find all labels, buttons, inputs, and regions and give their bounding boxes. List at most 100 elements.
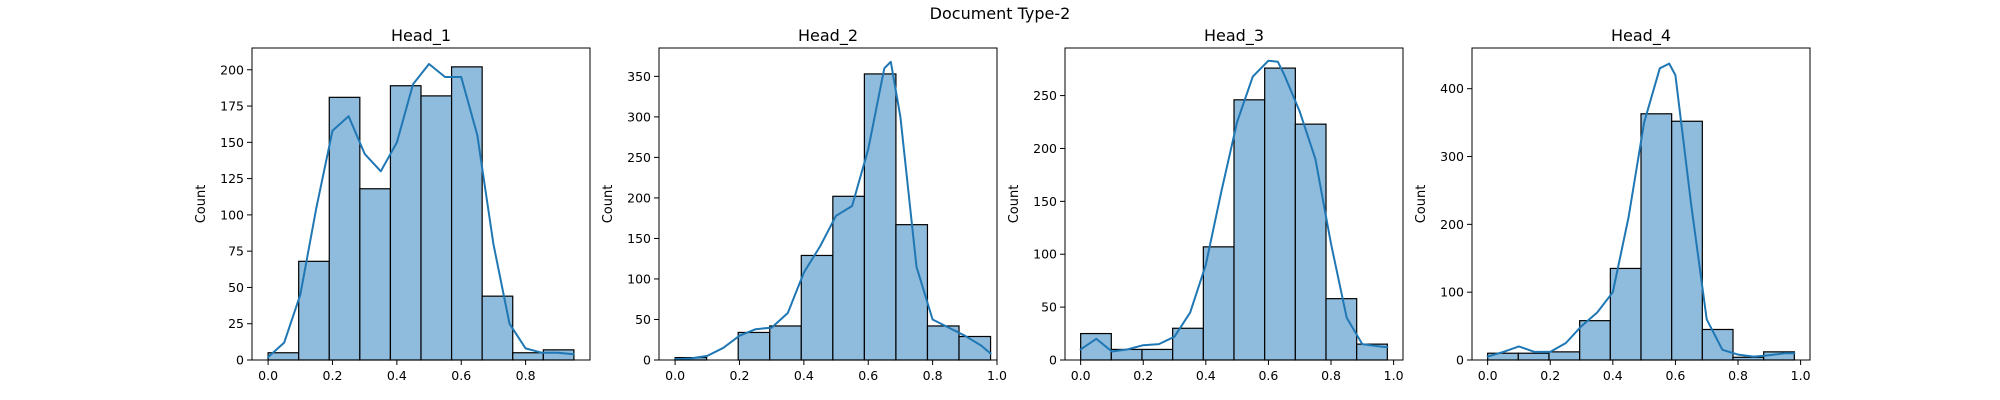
subplot-title: Head_4 <box>1611 26 1671 46</box>
histogram-bar <box>512 352 544 361</box>
y-tick-label: 300 <box>627 109 651 124</box>
y-axis: 0 50 100 150 200 250 <box>1033 88 1065 368</box>
x-tick-label: 0.2 <box>730 368 750 383</box>
y-tick-label: 0 <box>643 353 651 368</box>
histogram-bar <box>542 349 575 361</box>
histogram-bar <box>328 96 361 361</box>
histogram-bars <box>267 66 575 361</box>
histogram-bars <box>1487 113 1795 361</box>
histogram-bar <box>1325 298 1358 361</box>
kde-line <box>1079 59 1389 353</box>
x-tick-label: 0.0 <box>258 368 278 383</box>
histogram-bar <box>389 85 422 361</box>
x-tick-label: 0.0 <box>665 368 685 383</box>
histogram-bar <box>420 95 453 361</box>
y-tick-label: 250 <box>627 150 651 165</box>
subplot-title: Head_2 <box>798 26 858 46</box>
y-axis: 0 100 200 300 400 <box>1440 81 1472 368</box>
figure-title: Document Type-2 <box>930 4 1071 23</box>
x-tick-label: 0.0 <box>1071 368 1091 383</box>
subplot-title: Head_1 <box>391 26 451 46</box>
histogram-bar <box>769 325 802 361</box>
x-tick-label: 0.6 <box>451 368 471 383</box>
y-axis-label: Count <box>194 185 209 224</box>
kde-line <box>674 60 992 361</box>
y-tick-label: 125 <box>220 171 244 186</box>
histogram-bar <box>895 224 929 361</box>
y-tick-label: 100 <box>1033 247 1057 262</box>
x-tick-label: 0.8 <box>1321 368 1341 383</box>
histogram-bar <box>1640 113 1673 361</box>
y-tick-label: 0 <box>1049 353 1057 368</box>
x-tick-label: 0.8 <box>1728 368 1748 383</box>
x-tick-label: 0.2 <box>323 368 343 383</box>
y-tick-label: 350 <box>627 69 651 84</box>
histogram-bar <box>1172 327 1204 361</box>
y-tick-label: 250 <box>1033 88 1057 103</box>
histogram-bar <box>1701 328 1734 361</box>
x-tick-label: 0.0 <box>1478 368 1498 383</box>
histogram-bar <box>1671 120 1703 361</box>
x-axis: 0.0 0.2 0.4 0.6 0.8 1.0 <box>1071 360 1404 383</box>
x-tick-label: 1.0 <box>1384 368 1404 383</box>
y-tick-label: 200 <box>220 62 244 77</box>
subplot-title: Head_3 <box>1204 26 1264 46</box>
x-tick-label: 0.2 <box>1133 368 1153 383</box>
x-axis: 0.0 0.2 0.4 0.6 0.8 1.0 <box>665 360 1007 383</box>
histogram-bar <box>1517 352 1550 361</box>
kde-line <box>267 63 575 359</box>
histogram-bar <box>1294 123 1327 361</box>
histogram-bar <box>1202 246 1235 361</box>
histogram-bar <box>1233 99 1266 361</box>
x-tick-label: 0.2 <box>1540 368 1560 383</box>
x-tick-label: 0.4 <box>1196 368 1216 383</box>
y-tick-label: 0 <box>236 353 244 368</box>
y-tick-label: 200 <box>627 190 651 205</box>
y-tick-label: 300 <box>1440 149 1464 164</box>
y-tick-label: 50 <box>635 312 651 327</box>
subplot-4: Head_4 0.0 0.2 0.4 0.6 0.8 1.0 0 100 200 300 400 Cou… <box>1414 26 1811 383</box>
y-tick-label: 200 <box>1033 141 1057 156</box>
x-tick-label: 0.6 <box>858 368 878 383</box>
subplot-1: Head_1 0.0 0.2 0.4 0.6 0.8 0 25 50 75 100 125 150 175… <box>194 26 591 383</box>
histogram-bar <box>1548 351 1581 361</box>
x-tick-label: 0.4 <box>794 368 814 383</box>
kde-line <box>1486 62 1796 358</box>
histogram-bar <box>863 73 897 361</box>
y-axis-label: Count <box>1007 185 1022 224</box>
x-tick-label: 0.6 <box>1665 368 1685 383</box>
y-tick-label: 150 <box>1033 194 1057 209</box>
y-axis-label: Count <box>1414 185 1429 224</box>
y-axis: 0 50 100 150 200 250 300 350 <box>627 69 659 368</box>
y-tick-label: 150 <box>627 231 651 246</box>
histogram-bar <box>737 331 771 361</box>
y-tick-label: 200 <box>1440 217 1464 232</box>
subplot-2: Head_2 0.0 0.2 0.4 0.6 0.8 1.0 0 50 100 150 200 250 3… <box>601 26 1007 383</box>
y-tick-label: 400 <box>1440 81 1464 96</box>
y-tick-label: 0 <box>1456 353 1464 368</box>
y-tick-label: 50 <box>1041 300 1057 315</box>
histogram-bars <box>1080 67 1388 361</box>
x-tick-label: 0.8 <box>923 368 943 383</box>
histogram-bar <box>832 195 865 361</box>
x-tick-label: 1.0 <box>1791 368 1811 383</box>
y-tick-label: 25 <box>228 316 244 331</box>
axes-frame <box>658 47 998 361</box>
y-tick-label: 175 <box>220 99 244 114</box>
histogram-bar <box>1579 320 1611 361</box>
x-tick-label: 1.0 <box>987 368 1007 383</box>
x-tick-label: 0.4 <box>1603 368 1623 383</box>
histogram-bars <box>674 73 992 361</box>
histogram-bar <box>359 188 392 361</box>
y-tick-label: 100 <box>627 271 651 286</box>
y-axis-label: Count <box>601 185 616 224</box>
y-tick-label: 100 <box>220 207 244 222</box>
histogram-bar <box>800 254 834 361</box>
histogram-bar <box>450 66 483 361</box>
histogram-bar <box>1264 67 1296 361</box>
subplot-3: Head_3 0.0 0.2 0.4 0.6 0.8 1.0 0 50 100 150 200 250 C… <box>1007 26 1404 383</box>
axes-frame <box>1471 47 1811 361</box>
x-axis: 0.0 0.2 0.4 0.6 0.8 1.0 <box>1478 360 1811 383</box>
x-axis: 0.0 0.2 0.4 0.6 0.8 <box>258 360 536 383</box>
